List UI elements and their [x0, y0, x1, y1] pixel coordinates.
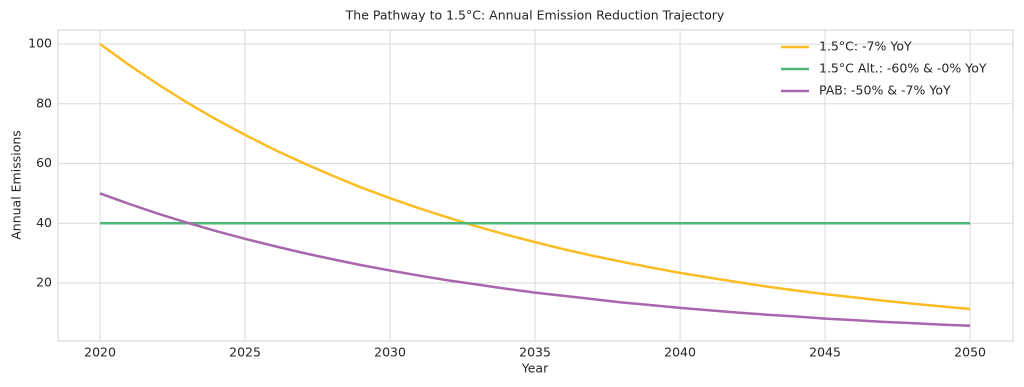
legend-label: 1.5°C Alt.: -60% & -0% YoY [819, 61, 987, 76]
y-tick-label: 100 [28, 36, 52, 51]
x-tick-label: 2035 [519, 345, 551, 360]
y-tick-label: 80 [36, 95, 52, 110]
x-tick-label: 2020 [84, 345, 116, 360]
line-series [99, 43, 971, 311]
legend-label: 1.5°C: -7% YoY [819, 39, 912, 54]
y-axis-label: Annual Emissions [9, 130, 24, 240]
x-tick-label: 2030 [374, 345, 406, 360]
x-tick-label: 2040 [664, 345, 696, 360]
x-tick-label: 2050 [954, 345, 986, 360]
line-series [99, 192, 971, 328]
x-tick-label: 2025 [229, 345, 261, 360]
y-tick-label: 60 [36, 155, 52, 170]
x-tick-label: 2045 [809, 345, 841, 360]
chart-title: The Pathway to 1.5°C: Annual Emission Re… [345, 8, 725, 23]
y-tick-label: 20 [36, 275, 52, 290]
x-axis-label: Year [521, 361, 549, 376]
y-tick-label: 40 [36, 215, 52, 230]
legend-label: PAB: -50% & -7% YoY [819, 83, 951, 98]
